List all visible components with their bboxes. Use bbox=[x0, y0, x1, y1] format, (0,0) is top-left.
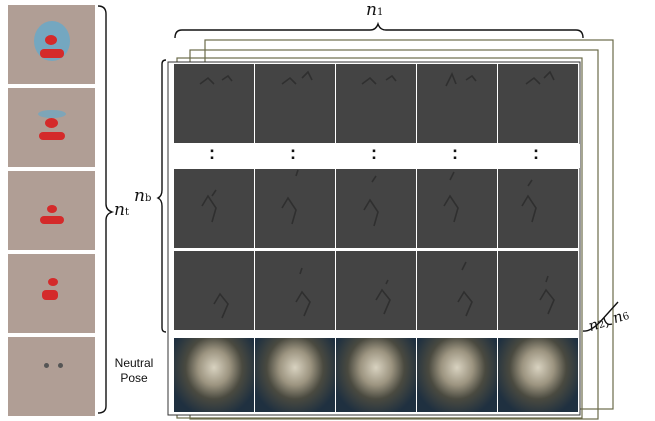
nb-subscript: b bbox=[144, 193, 152, 204]
neutral-face-render bbox=[417, 338, 497, 412]
brow-stroke bbox=[445, 72, 477, 87]
nt-brace bbox=[97, 5, 115, 414]
clown-mouth bbox=[39, 132, 65, 140]
mouth-stroke bbox=[213, 292, 229, 319]
brow-stroke bbox=[281, 70, 313, 85]
brow-stroke bbox=[361, 74, 397, 85]
ellipsis-marker: : bbox=[533, 143, 539, 163]
cheek-stroke bbox=[521, 179, 537, 223]
ellipsis-marker: : bbox=[209, 143, 215, 163]
blendshape-cell bbox=[174, 251, 254, 330]
blendshape-cell bbox=[255, 251, 335, 330]
n1-label: n1 bbox=[366, 0, 383, 20]
mouth-stroke bbox=[295, 267, 311, 317]
cheek-stroke bbox=[363, 175, 379, 227]
blendshape-cell bbox=[417, 251, 497, 330]
eye-dot-left bbox=[44, 363, 49, 368]
nt-label: nt bbox=[114, 200, 129, 220]
clown-nose bbox=[45, 118, 58, 128]
n1-letter: n bbox=[366, 0, 377, 20]
texture-thumbnail-3 bbox=[8, 171, 95, 250]
cheek-stroke bbox=[201, 189, 217, 223]
nt-letter: n bbox=[114, 200, 125, 220]
blendshape-cell bbox=[498, 251, 578, 330]
n1-subscript: 1 bbox=[376, 7, 384, 18]
ellipsis-strip bbox=[170, 144, 580, 168]
clown-mouth bbox=[40, 49, 64, 58]
neutral-pose-line-1: Neutral bbox=[114, 356, 154, 370]
texture-thumbnail-5 bbox=[8, 337, 95, 416]
blendshape-cell bbox=[498, 169, 578, 248]
neutral-face-render bbox=[174, 338, 254, 412]
nt-subscript: t bbox=[124, 207, 129, 218]
blendshape-cell bbox=[255, 64, 335, 143]
mouth-stroke bbox=[539, 275, 555, 315]
blendshape-cell bbox=[417, 169, 497, 248]
n2n6-brace bbox=[582, 301, 619, 332]
ellipsis-marker: : bbox=[371, 143, 377, 163]
blendshape-cell bbox=[174, 64, 254, 143]
texture-thumbnail-1 bbox=[8, 5, 95, 84]
ellipsis-marker: : bbox=[452, 143, 458, 163]
cheek-stroke bbox=[281, 169, 299, 225]
neutral-pose-label: Neutral Pose bbox=[106, 356, 162, 386]
blendshape-cell bbox=[336, 64, 416, 143]
blendshape-cell bbox=[498, 64, 578, 143]
blendshape-cell bbox=[174, 169, 254, 248]
neutral-face-render bbox=[498, 338, 578, 412]
clown-nose bbox=[48, 278, 58, 286]
n1-brace bbox=[174, 21, 584, 39]
neutral-face-render bbox=[255, 338, 335, 412]
clown-mouth bbox=[40, 216, 64, 224]
blendshape-cell bbox=[417, 64, 497, 143]
mouth-stroke bbox=[457, 261, 473, 317]
cheek-stroke bbox=[443, 171, 459, 223]
texture-thumbnail-2 bbox=[8, 88, 95, 167]
clown-nose bbox=[47, 205, 57, 213]
brow-stroke bbox=[199, 74, 233, 85]
neutral-pose-line-2: Pose bbox=[120, 371, 148, 385]
ellipsis-marker: : bbox=[290, 143, 296, 163]
brow-stroke bbox=[525, 70, 555, 85]
nb-brace bbox=[156, 59, 167, 333]
neutral-face-render bbox=[336, 338, 416, 412]
nb-label: nb bbox=[134, 186, 151, 206]
clown-nose bbox=[45, 35, 57, 45]
nb-letter: n bbox=[134, 186, 145, 206]
clown-mouth bbox=[42, 290, 58, 300]
texture-thumbnail-4 bbox=[8, 254, 95, 333]
mouth-stroke bbox=[375, 279, 391, 315]
eye-dot-right bbox=[58, 363, 63, 368]
clown-brow-paint bbox=[38, 110, 66, 118]
blendshape-cell bbox=[336, 251, 416, 330]
